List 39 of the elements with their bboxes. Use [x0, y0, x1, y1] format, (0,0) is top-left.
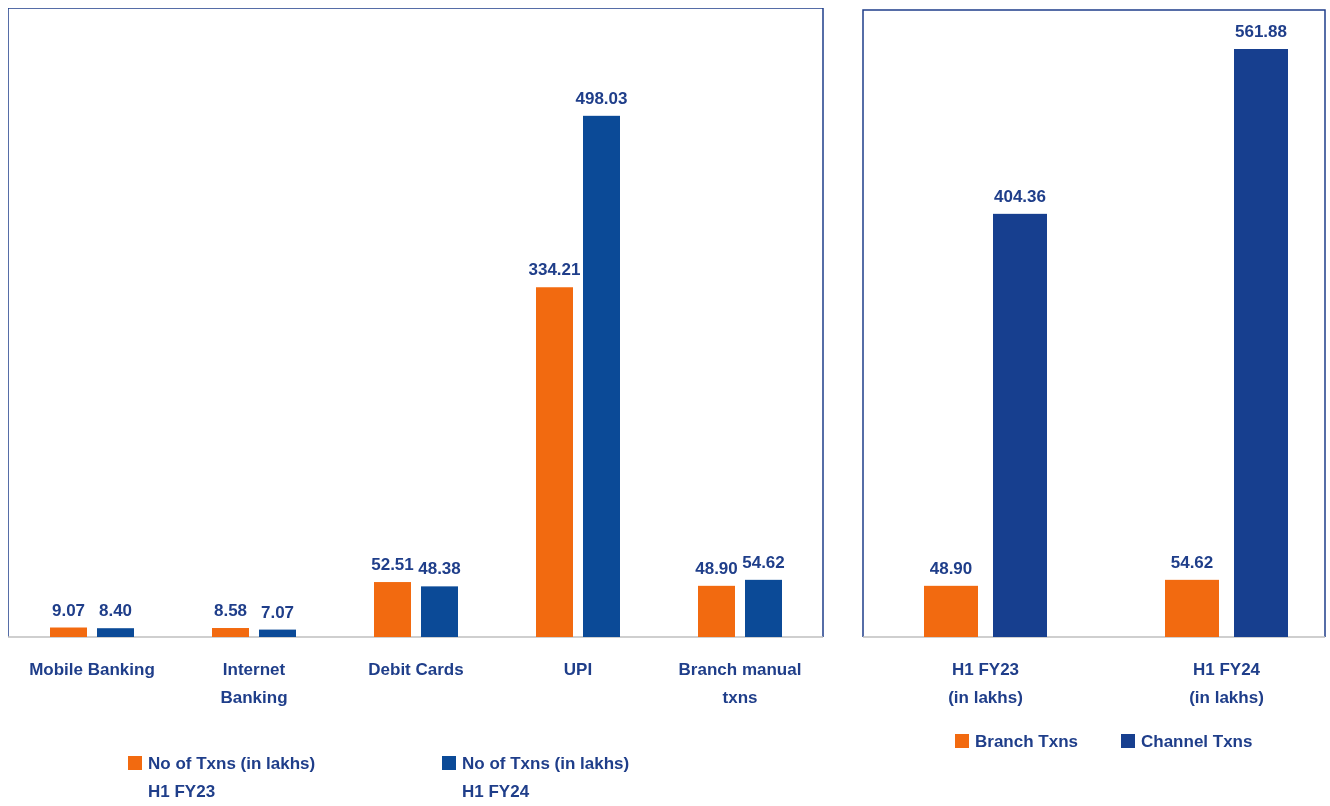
bar — [259, 629, 296, 637]
legend-label: Channel Txns — [1141, 732, 1253, 751]
bar — [374, 582, 411, 637]
bar — [583, 115, 620, 637]
data-label: 48.90 — [695, 558, 738, 578]
bar — [536, 287, 573, 637]
bar — [1165, 579, 1219, 637]
bar — [421, 586, 458, 637]
x-tick-label: Branch manual txns — [678, 660, 802, 707]
bar — [924, 585, 978, 637]
bar — [698, 585, 735, 637]
legend-label: Branch Txns — [975, 732, 1078, 751]
x-tick-label: UPI — [563, 660, 593, 679]
legend-label: No of Txns (in lakhs) H1 FY23 — [148, 754, 316, 801]
data-label: 8.58 — [213, 601, 248, 621]
data-label: 52.51 — [371, 555, 414, 575]
data-label: 48.38 — [418, 559, 461, 579]
bar — [212, 628, 249, 637]
data-label: 334.21 — [528, 260, 581, 280]
x-tick-label: Mobile Banking — [29, 660, 155, 679]
bar — [745, 579, 782, 637]
data-label: 9.07 — [51, 600, 86, 620]
data-label: 498.03 — [575, 88, 628, 108]
x-tick-label: H1 FY23 (in lakhs) — [948, 660, 1023, 707]
data-label: 404.36 — [994, 186, 1046, 206]
data-label: 8.40 — [98, 601, 133, 621]
data-label: 561.88 — [1235, 22, 1287, 41]
data-label: 54.62 — [742, 552, 785, 572]
bar — [1234, 49, 1288, 637]
bar — [50, 627, 87, 637]
data-label: 7.07 — [260, 602, 295, 622]
data-label: 48.90 — [929, 558, 973, 578]
bar — [993, 213, 1047, 637]
legend-label: No of Txns (in lakhs) H1 FY24 — [462, 754, 630, 801]
data-label: 54.62 — [1170, 552, 1214, 572]
x-tick-label: Internet Banking — [220, 660, 288, 707]
x-tick-label: H1 FY24 (in lakhs) — [1189, 660, 1264, 707]
x-tick-label: Debit Cards — [368, 660, 464, 679]
bar — [97, 628, 134, 637]
